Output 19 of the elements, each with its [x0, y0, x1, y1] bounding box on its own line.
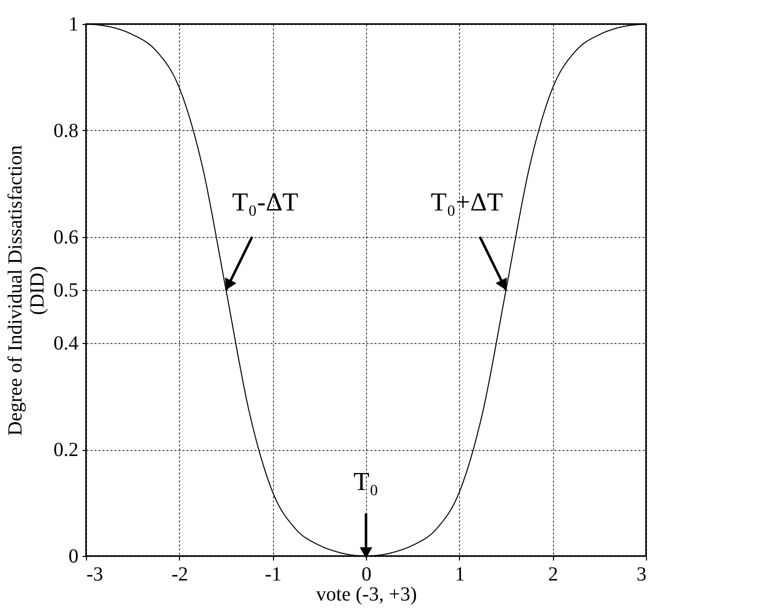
y-tick-label: 0.4	[54, 332, 78, 355]
y-tick-label: 0.2	[54, 439, 78, 462]
y-tick-label: 0	[68, 546, 78, 568]
x-tick-label: -1	[264, 564, 282, 586]
annotation: T₀-ΔT	[232, 188, 298, 217]
annotation: T₀+ΔT	[430, 188, 504, 217]
x-axis-title: vote (-3, +3)	[316, 584, 417, 606]
y-tick-label: 0.5	[54, 280, 78, 302]
y-axis-title: Degree of Individual Dissatisfaction (DID)	[4, 145, 48, 436]
x-tick-label: 3	[636, 564, 646, 586]
annotation: T₀	[354, 466, 378, 496]
x-tick-label: -2	[171, 564, 188, 586]
y-tick-label: 0.8	[54, 120, 78, 142]
x-tick-label: 0	[362, 564, 372, 586]
x-tick-label: 2	[548, 564, 558, 586]
y-tick-label: 1	[68, 14, 78, 36]
x-tick-label: -3	[86, 564, 104, 586]
x-tick-label: 1	[454, 564, 465, 586]
y-tick-label: 0.6	[54, 226, 78, 248]
